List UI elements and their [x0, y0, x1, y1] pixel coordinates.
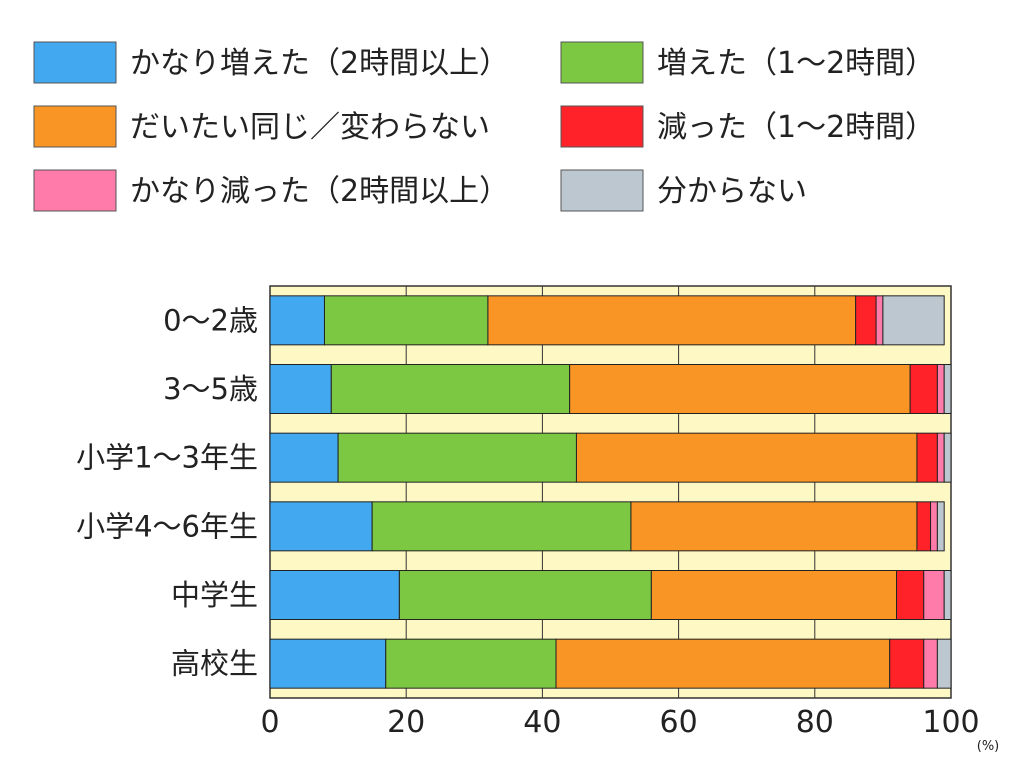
bar-segment [882, 295, 945, 346]
bar-segment [855, 295, 877, 346]
category-label: 3～5歳 [163, 372, 258, 406]
bar-segment [916, 501, 932, 552]
x-tick-label: 80 [796, 705, 834, 740]
category-label: 0～2歳 [163, 303, 258, 337]
bar-segment [269, 638, 387, 689]
bar-segment [269, 570, 400, 620]
bar-segment [936, 364, 945, 414]
legend: かなり増えた（2時間以上） 増えた（1～2時間） だいたい同じ／変わらない 減った（1… [33, 41, 935, 212]
bar-segment [875, 295, 884, 346]
bar-segment [896, 570, 925, 620]
bar-segment [269, 432, 339, 483]
bar-segment [889, 638, 925, 689]
bar-segment [269, 295, 325, 346]
bar-segment [269, 501, 373, 552]
legend-label: かなり減った（2時間以上） [130, 174, 509, 209]
legend-swatch [33, 105, 117, 148]
bar-segment [330, 364, 571, 414]
legend-label: 減った（1～2時間） [657, 110, 935, 145]
bar-segment [371, 501, 632, 552]
bar-segment [487, 295, 857, 346]
x-tick-label: 100 [922, 705, 979, 740]
bar-segment [630, 501, 918, 552]
bar-segment [936, 638, 952, 689]
legend-swatch [33, 169, 117, 212]
bar-segment [943, 570, 952, 620]
bar-segment [569, 364, 911, 414]
bar-segment [323, 295, 489, 346]
bar-segment [923, 638, 938, 689]
bar-segment [337, 432, 577, 483]
legend-swatch [560, 169, 644, 212]
legend-label: 増えた（1～2時間） [657, 46, 935, 81]
bar-segment [575, 432, 918, 483]
legend-swatch [560, 105, 644, 148]
x-tick-label: 20 [387, 705, 425, 740]
plot-background [269, 285, 952, 699]
bar-segment [930, 501, 938, 552]
x-tick-label: 60 [660, 705, 698, 740]
bar-segment [398, 570, 652, 620]
x-unit-label: (%) [977, 739, 1000, 754]
x-tick-label: 40 [523, 705, 561, 740]
category-label: 小学4～6年生 [76, 509, 258, 543]
bar-segment [943, 432, 952, 483]
legend-label: かなり増えた（2時間以上） [130, 46, 509, 81]
category-label: 高校生 [171, 647, 258, 681]
bar-segment [936, 501, 945, 552]
bar-segment [909, 364, 938, 414]
category-label: 小学1～3年生 [76, 441, 258, 475]
legend-swatch [33, 41, 117, 84]
bar-segment [916, 432, 938, 483]
bar-segment [923, 570, 945, 620]
bar-segment [385, 638, 557, 689]
bar-segment [555, 638, 891, 689]
legend-label: だいたい同じ／変わらない [130, 110, 490, 145]
bar-segment [650, 570, 898, 620]
legend-swatch [560, 41, 644, 84]
legend-label: 分からない [657, 174, 807, 209]
bar-segment [943, 364, 952, 414]
x-tick-label: 0 [260, 705, 279, 740]
category-label: 中学生 [171, 578, 258, 612]
bar-segment [269, 364, 332, 414]
bar-segment [936, 432, 945, 483]
